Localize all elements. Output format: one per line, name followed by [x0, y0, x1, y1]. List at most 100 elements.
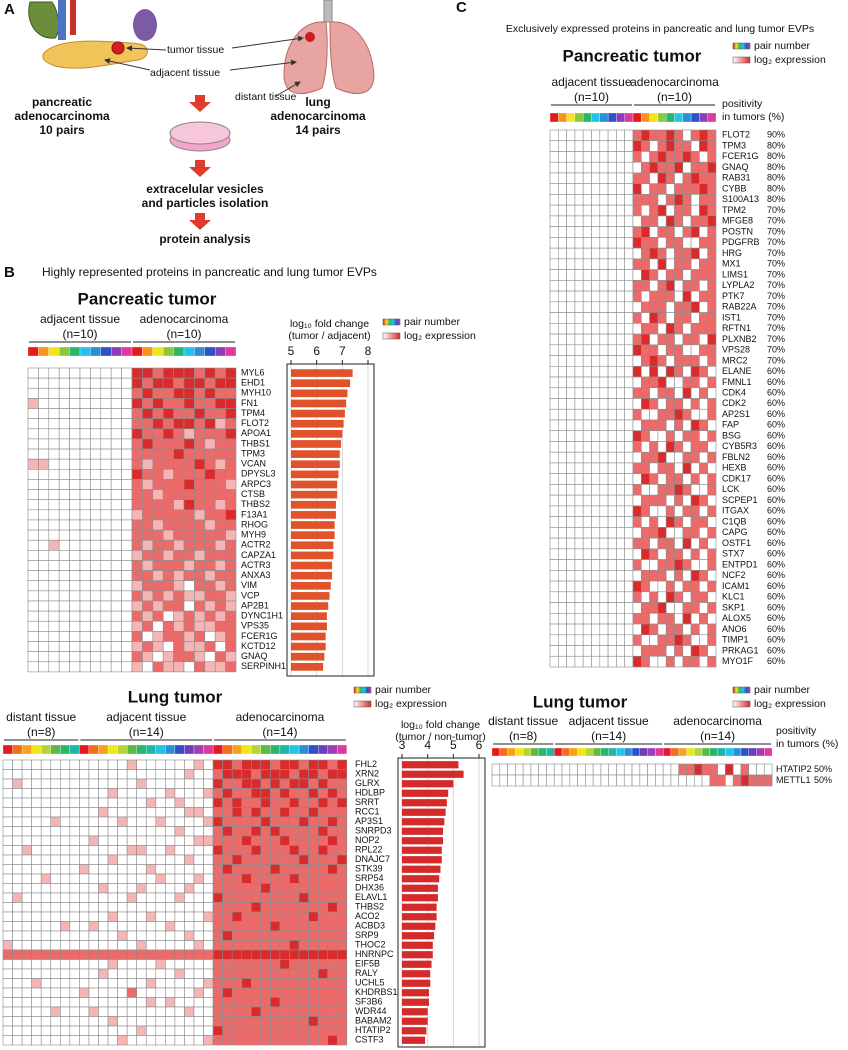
heatmap-cell	[98, 769, 109, 780]
heatmap-cell	[682, 258, 692, 270]
heatmap-cell	[674, 333, 684, 346]
heatmap-cell	[50, 968, 61, 979]
heatmap-cell	[69, 949, 80, 960]
gene-label: FLOT2	[241, 418, 269, 428]
x-tick-label: 5	[288, 344, 295, 358]
heatmap-cell	[557, 237, 567, 249]
heatmap-cell	[98, 864, 109, 875]
heatmap-cell	[50, 1035, 61, 1046]
positivity-label: 60%	[767, 516, 785, 526]
heatmap-cell	[2, 873, 13, 884]
heatmap-cell	[699, 527, 709, 539]
heatmap-cell	[183, 458, 195, 470]
heatmap-cell	[79, 930, 90, 941]
heatmap-cell	[279, 1035, 290, 1046]
heatmap-cell	[142, 489, 154, 500]
heatmap-cell	[549, 301, 559, 313]
heatmap-cell	[162, 468, 174, 480]
heatmap-cell	[682, 462, 692, 474]
heatmap-cell	[591, 612, 601, 625]
heatmap-cell	[640, 323, 650, 335]
heatmap-cell	[79, 778, 90, 789]
positivity-label: 70%	[767, 216, 785, 226]
heatmap-cell	[214, 570, 226, 582]
positivity-label: 70%	[767, 205, 785, 215]
heatmap-cell	[194, 428, 206, 440]
heatmap-cell	[126, 769, 138, 780]
heatmap-cell	[222, 949, 233, 960]
heatmap-cell	[649, 183, 659, 195]
heatmap-cell	[27, 641, 39, 652]
heatmap-cell	[699, 237, 709, 249]
heatmap-cell	[657, 484, 667, 496]
heatmap-cell	[549, 655, 559, 668]
bar	[291, 409, 345, 418]
heatmap-cell	[599, 451, 609, 464]
heatmap-cell	[136, 769, 147, 780]
heatmap-cell	[690, 204, 700, 217]
heatmap-cell	[126, 921, 138, 932]
heatmap-cell	[574, 140, 584, 152]
heatmap-cell	[616, 172, 626, 185]
heatmap-cell	[674, 623, 684, 636]
heatmap-cell	[616, 398, 626, 410]
heatmap-cell	[649, 172, 659, 185]
heatmap-cell	[58, 661, 70, 673]
heatmap-cell	[582, 419, 592, 432]
heatmap-cell	[69, 448, 81, 460]
heatmap-cell	[79, 408, 91, 419]
heatmap-cell	[174, 987, 185, 998]
heatmap-cell	[566, 527, 576, 539]
heatmap-cell	[649, 365, 659, 378]
heatmap-cell	[50, 873, 61, 884]
heatmap-cell	[640, 226, 650, 238]
heatmap-cell	[38, 610, 50, 622]
positivity-label: 50%	[814, 764, 832, 774]
heatmap-cell	[222, 1006, 233, 1017]
heatmap-cell	[682, 494, 692, 507]
x-tick-label: 5	[450, 738, 457, 752]
heatmap-cell	[336, 816, 348, 827]
heatmap-cell	[682, 140, 692, 152]
heatmap-cell	[88, 864, 99, 875]
heatmap-cell	[165, 854, 176, 865]
heatmap-cell	[184, 873, 195, 884]
heatmap-cell	[566, 129, 576, 142]
heatmap-cell	[145, 1016, 157, 1027]
heatmap-cell	[117, 1025, 128, 1036]
heatmap-cell	[203, 845, 214, 856]
heatmap-cell	[203, 959, 214, 970]
heatmap-cell	[649, 591, 659, 603]
heatmap-cell	[607, 301, 617, 313]
heatmap-cell	[599, 398, 609, 410]
heatmap-cell	[574, 634, 584, 646]
heatmap-cell	[231, 930, 243, 941]
label: lung	[305, 95, 330, 109]
heatmap-cell	[616, 151, 626, 163]
group-n: (n=14)	[129, 725, 164, 739]
heatmap-cell	[582, 301, 592, 313]
heatmap-cell	[682, 204, 692, 217]
heatmap-cell	[193, 864, 204, 875]
heatmap-cell	[231, 921, 243, 932]
pair-color	[499, 747, 508, 757]
heatmap-cell	[40, 1035, 52, 1046]
heatmap-cell	[251, 968, 262, 979]
heatmap-cell	[58, 600, 70, 612]
heatmap-cell	[491, 774, 501, 787]
heatmap-cell	[599, 408, 609, 421]
heatmap-cell	[203, 1025, 214, 1036]
heatmap-cell	[699, 204, 709, 217]
heatmap-cell	[640, 537, 650, 550]
heatmap-cell	[549, 537, 559, 550]
heatmap-cell	[624, 559, 634, 571]
heatmap-cell	[183, 550, 195, 561]
heatmap-cell	[231, 807, 243, 818]
heatmap-cell	[607, 258, 617, 270]
pair-color	[632, 112, 642, 123]
heatmap-cell	[566, 280, 576, 292]
gene-label: GLRX	[355, 778, 380, 788]
heatmap-cell	[2, 788, 13, 799]
heatmap-cell	[640, 645, 650, 657]
heatmap-cell	[270, 873, 281, 884]
